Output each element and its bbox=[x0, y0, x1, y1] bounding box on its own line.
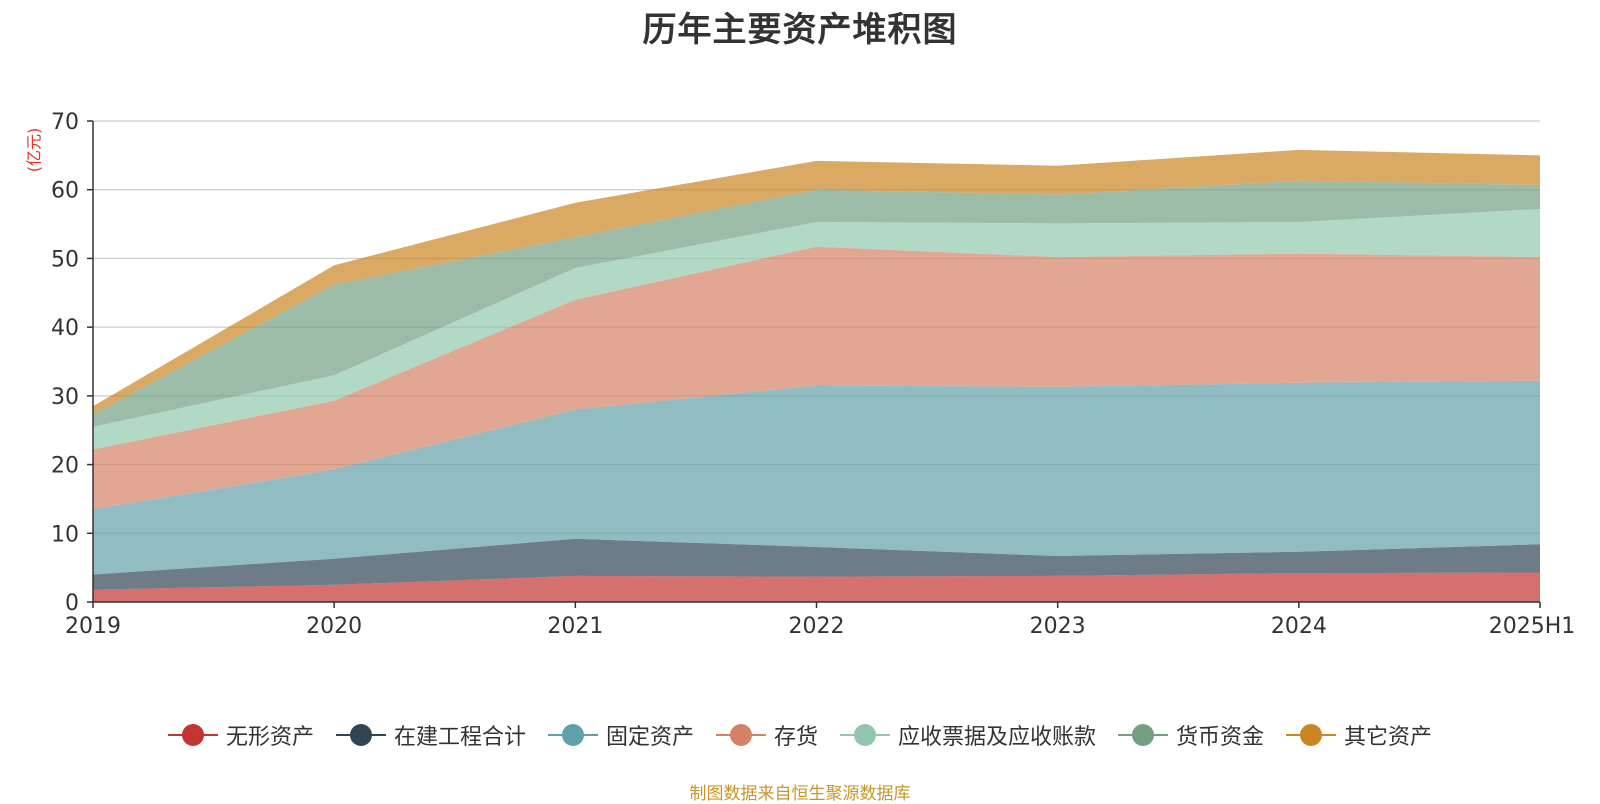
x-tick-label-2022: 2022 bbox=[789, 614, 845, 639]
legend-label: 在建工程合计 bbox=[393, 725, 526, 750]
x-tick-label-2023: 2023 bbox=[1030, 614, 1086, 639]
area-series-5 bbox=[93, 180, 1540, 427]
legend-item-4[interactable]: 应收票据及应收账款 bbox=[840, 719, 1096, 751]
legend-marker-icon bbox=[715, 722, 766, 748]
y-tick-label-10: 10 bbox=[51, 522, 79, 547]
legend-item-6[interactable]: 其它资产 bbox=[1286, 719, 1432, 751]
chart-legend: 无形资产 在建工程合计 固定资产 存货 应收票据及应收账款 货币资金 其它资产 bbox=[0, 715, 1600, 755]
legend-item-5[interactable]: 货币资金 bbox=[1118, 719, 1264, 751]
x-tick-label-2021: 2021 bbox=[547, 614, 603, 639]
legend-item-0[interactable]: 无形资产 bbox=[167, 719, 314, 751]
y-tick-label-0: 0 bbox=[65, 591, 79, 616]
legend-label: 其它资产 bbox=[1344, 725, 1433, 750]
legend-item-1[interactable]: 在建工程合计 bbox=[335, 719, 526, 751]
area-series-1 bbox=[93, 538, 1540, 590]
x-tick-label-2025H1: 2025H1 bbox=[1489, 614, 1576, 639]
legend-marker-icon bbox=[547, 722, 598, 748]
y-tick-label-30: 30 bbox=[51, 385, 79, 410]
area-series-0 bbox=[93, 572, 1540, 602]
area-series-2 bbox=[93, 380, 1540, 575]
chart-title: 历年主要资产堆积图 bbox=[642, 10, 958, 50]
y-tick-label-20: 20 bbox=[51, 454, 79, 479]
legend-marker-icon bbox=[335, 722, 386, 748]
area-layers bbox=[93, 149, 1540, 602]
area-series-6 bbox=[93, 149, 1540, 415]
legend-label: 固定资产 bbox=[605, 725, 694, 750]
legend-marker-icon bbox=[840, 722, 890, 748]
y-tick-label-60: 60 bbox=[51, 179, 79, 204]
legend-label: 应收票据及应收账款 bbox=[898, 725, 1097, 750]
x-tick-label-2024: 2024 bbox=[1271, 614, 1327, 639]
area-series-4 bbox=[93, 209, 1540, 450]
area-series-3 bbox=[93, 246, 1540, 510]
legend-label: 无形资产 bbox=[225, 725, 314, 750]
legend-item-2[interactable]: 固定资产 bbox=[547, 719, 694, 751]
y-tick-label-40: 40 bbox=[51, 316, 79, 341]
y-tick-label-70: 70 bbox=[51, 110, 79, 135]
x-tick-label-2020: 2020 bbox=[306, 614, 362, 639]
x-tick-label-2019: 2019 bbox=[65, 614, 121, 639]
source-note: 制图数据来自恒生聚源数据库 bbox=[689, 784, 911, 804]
legend-marker-icon bbox=[167, 722, 218, 748]
legend-marker-icon bbox=[1118, 722, 1169, 748]
legend-marker-icon bbox=[1286, 722, 1337, 748]
y-tick-label-50: 50 bbox=[51, 247, 79, 272]
legend-item-3[interactable]: 存货 bbox=[715, 719, 818, 751]
legend-label: 存货 bbox=[773, 725, 818, 750]
legend-label: 货币资金 bbox=[1176, 725, 1265, 750]
